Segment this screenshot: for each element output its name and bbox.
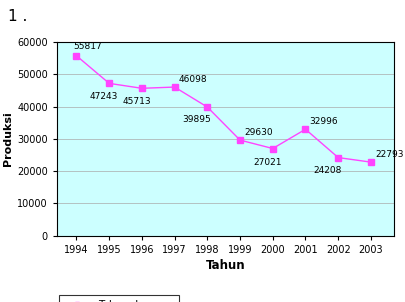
Text: 1 .: 1 . [8, 9, 28, 24]
Text: 45713: 45713 [122, 97, 151, 106]
Tahun  Layang [74, 54, 79, 58]
Text: 46098: 46098 [178, 75, 207, 84]
Legend: Tahun  Layang: Tahun Layang [59, 295, 178, 302]
Tahun  Layang [139, 86, 144, 90]
Tahun  Layang [368, 160, 373, 164]
Tahun  Layang [302, 127, 307, 131]
Text: 47243: 47243 [90, 92, 118, 101]
Text: 32996: 32996 [309, 117, 337, 126]
Text: 55817: 55817 [74, 42, 102, 51]
Text: 27021: 27021 [253, 158, 281, 167]
Text: 29630: 29630 [244, 127, 272, 137]
Text: 22793: 22793 [374, 149, 403, 159]
Tahun  Layang [237, 138, 242, 142]
Y-axis label: Produksi: Produksi [3, 111, 13, 166]
Line: Tahun  Layang: Tahun Layang [74, 53, 373, 165]
X-axis label: Tahun: Tahun [205, 259, 245, 272]
Tahun  Layang [172, 85, 177, 89]
Text: 39895: 39895 [182, 115, 211, 124]
Tahun  Layang [270, 147, 275, 150]
Tahun  Layang [107, 82, 111, 85]
Tahun  Layang [335, 156, 340, 159]
Text: 24208: 24208 [312, 166, 341, 175]
Tahun  Layang [205, 105, 209, 109]
